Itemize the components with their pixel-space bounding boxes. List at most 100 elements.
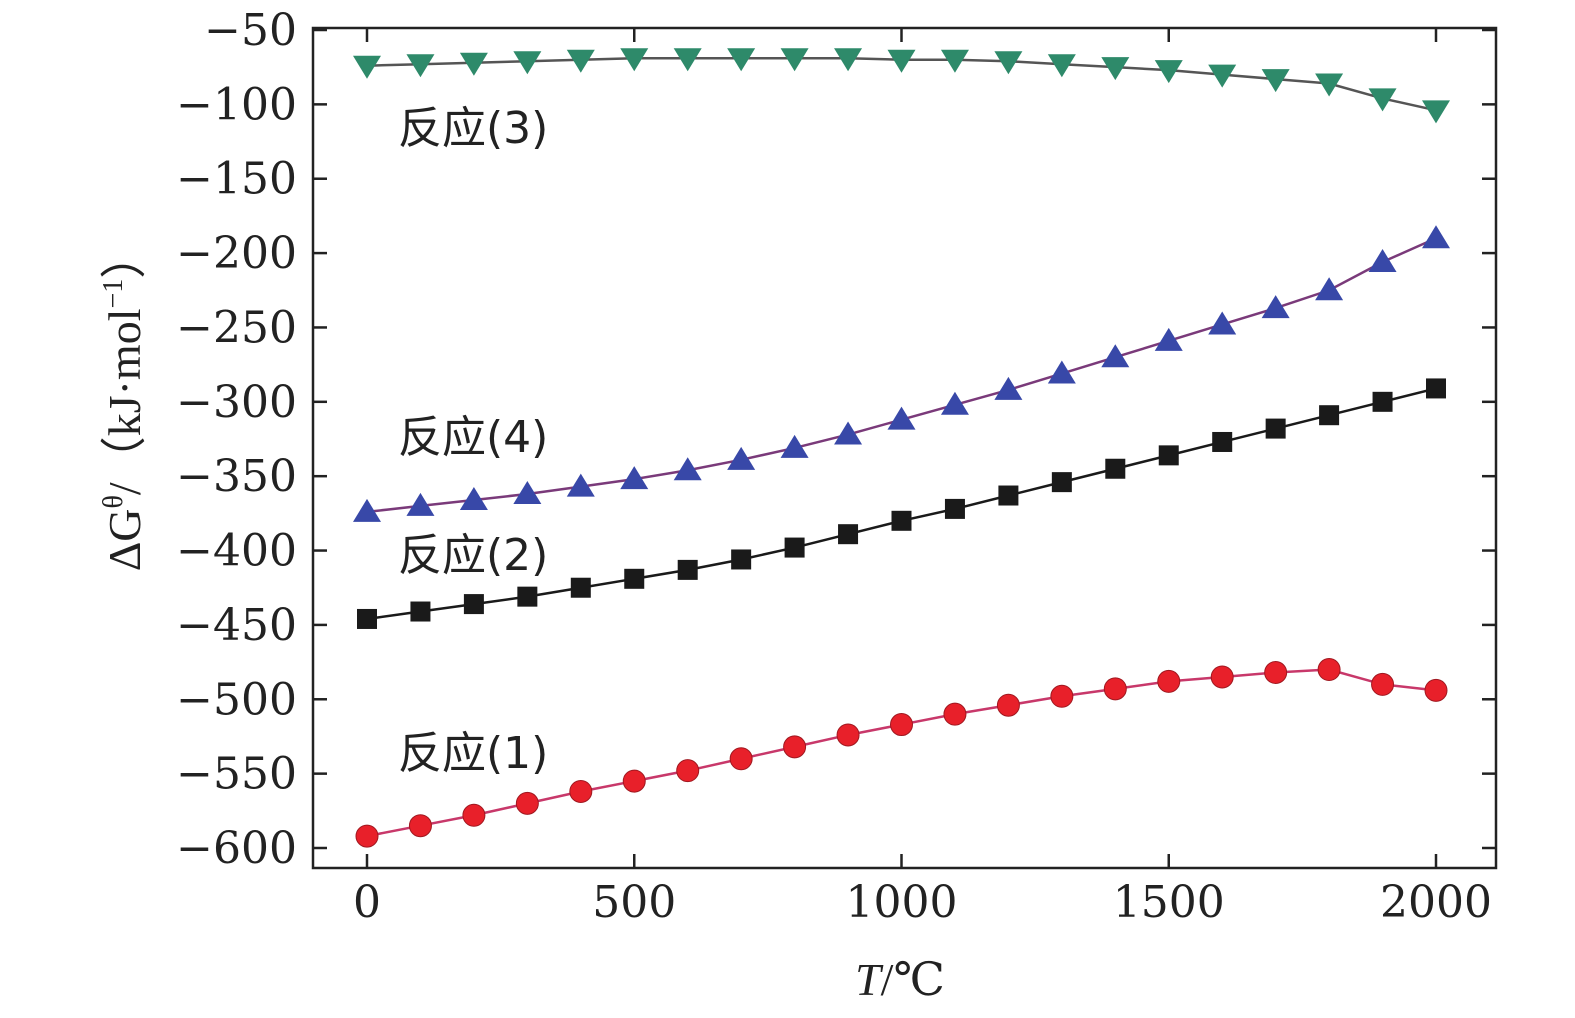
series-1-point: [1371, 672, 1395, 696]
series-2-point: [570, 577, 591, 598]
series-3-point: [1315, 73, 1344, 97]
series-1-point: [622, 769, 646, 793]
series-2-point: [1265, 418, 1286, 439]
series-4-point: [727, 446, 756, 470]
series-4-point: [940, 391, 969, 415]
series-3-point: [459, 52, 488, 76]
y-tick-label: −500: [176, 674, 297, 725]
series-1-point: [1317, 658, 1341, 682]
y-axis-prefix: ΔG: [99, 508, 150, 571]
y-axis-suffix: ）: [99, 233, 150, 279]
series-2-point: [1212, 431, 1233, 452]
series-1-point: [890, 713, 913, 737]
series-3-point: [620, 48, 649, 72]
series-1-point: [676, 759, 700, 783]
series-2-point: [998, 485, 1019, 506]
series-4-point: [834, 421, 863, 445]
series-2-point: [677, 559, 698, 580]
series-3-point: [406, 54, 435, 78]
series-4-point: [1315, 277, 1344, 301]
series-3-point: [994, 51, 1023, 75]
series-layer: [353, 48, 1450, 848]
series-2-point: [463, 594, 484, 615]
x-tick-label: 500: [592, 877, 676, 928]
y-tick-label: −300: [176, 377, 297, 428]
series-4-point: [780, 434, 809, 458]
series-1-point: [355, 824, 379, 848]
series-2-point: [731, 549, 752, 570]
y-tick-label: −400: [176, 526, 297, 577]
y-tick-label: −100: [176, 79, 297, 130]
series-2-point: [1372, 391, 1393, 412]
series-2-point: [1051, 472, 1072, 493]
series-1-point: [408, 814, 432, 838]
series-1-point: [996, 693, 1020, 717]
plot-frame: [311, 26, 1498, 870]
series-label-reaction-1: 反应(1): [398, 728, 548, 779]
y-axis-title: ΔGθ/（kJ·mol−1）: [98, 233, 150, 572]
series-3-point: [1154, 60, 1183, 84]
annotation-layer: 反应(3) 反应(4) 反应(2) 反应(1): [398, 103, 548, 779]
series-4-line: [366, 237, 1437, 514]
series-4-point: [620, 466, 649, 490]
series-3-point: [673, 48, 702, 72]
series-2-point: [410, 601, 431, 622]
series-2: [357, 378, 1446, 629]
series-3: [353, 48, 1450, 124]
series-4-point: [887, 406, 916, 430]
series-label-reaction-2: 反应(2): [398, 530, 548, 581]
series-4-point: [459, 486, 488, 510]
series-1-point: [1264, 661, 1288, 685]
series-2-point: [784, 537, 805, 558]
x-axis-variable: T: [855, 954, 884, 1005]
x-axis: 0 500 1000 1500 2000: [353, 28, 1492, 928]
series-2-point: [838, 524, 859, 545]
series-1-point: [1157, 669, 1181, 693]
series-1: [355, 658, 1448, 848]
series-1-point: [515, 791, 539, 815]
y-axis-mid: /（kJ·mol: [99, 309, 150, 496]
series-3-point: [780, 48, 809, 72]
series-2-point: [1319, 405, 1340, 426]
x-axis-unit: /℃: [881, 954, 945, 1005]
series-4-point: [673, 457, 702, 481]
series-1-point: [1050, 684, 1074, 708]
x-axis-title: T/℃: [855, 954, 945, 1005]
x-tick-label: 1000: [846, 877, 958, 928]
series-1-point: [1103, 677, 1127, 701]
series-1-point: [569, 779, 593, 803]
y-axis: −50 −100 −150 −200 −250 −300 −350 −400 −450 −500 −…: [176, 5, 1496, 874]
series-2-point: [357, 608, 377, 629]
series-3-point: [1422, 100, 1450, 124]
y-tick-label: −600: [176, 823, 297, 874]
series-1-point: [462, 803, 486, 827]
y-tick-label: −50: [204, 5, 297, 56]
series-4-point: [1422, 225, 1450, 249]
series-2-point: [1158, 445, 1179, 466]
series-4-point: [1368, 249, 1397, 273]
x-tick-label: 1500: [1113, 877, 1225, 928]
series-4-point: [1208, 311, 1237, 335]
series-4-point: [406, 492, 435, 516]
x-tick-label: 2000: [1380, 877, 1492, 928]
series-3-point: [887, 49, 916, 73]
series-label-reaction-4: 反应(4): [398, 412, 548, 463]
series-4-point: [353, 498, 381, 522]
series-4-point: [566, 473, 595, 497]
series-1-point: [1210, 665, 1234, 689]
series-3-point: [1368, 88, 1397, 112]
y-axis-sup1: θ: [98, 495, 129, 508]
x-tick-label: 0: [353, 877, 381, 928]
y-tick-label: −150: [176, 154, 297, 205]
y-tick-label: −550: [176, 749, 297, 800]
series-2-point: [891, 510, 912, 531]
series-3-point: [834, 48, 863, 72]
series-4-point: [994, 376, 1023, 400]
series-2-point: [1426, 378, 1446, 399]
series-3-point: [940, 49, 969, 73]
series-2-point: [944, 498, 965, 519]
series-2-point: [517, 586, 538, 607]
series-4-point: [1261, 295, 1290, 319]
series-1-point: [943, 702, 967, 726]
series-3-point: [1101, 57, 1130, 81]
